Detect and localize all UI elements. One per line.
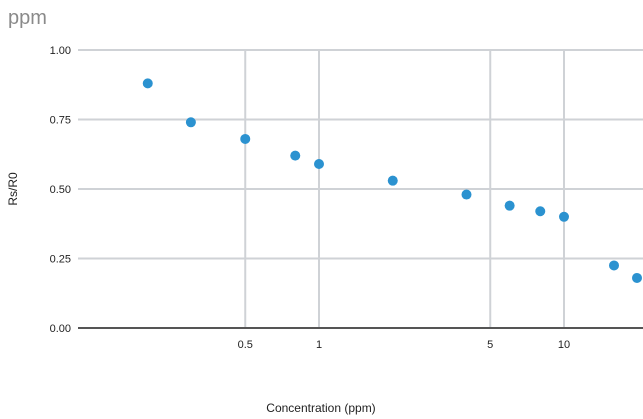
data-points	[142, 78, 642, 283]
data-point	[185, 117, 196, 128]
data-point	[609, 260, 620, 271]
x-tick-label: 5	[487, 339, 493, 351]
x-tick-label: 10	[558, 339, 570, 351]
y-tick-label: 0.25	[50, 254, 71, 266]
data-point	[504, 200, 515, 211]
data-point	[142, 78, 153, 89]
data-point	[314, 158, 324, 169]
grid-lines	[78, 49, 643, 328]
data-point	[535, 206, 546, 217]
y-axis-label: Rs/R0	[6, 172, 20, 206]
data-point	[632, 272, 642, 283]
data-point	[387, 175, 398, 186]
x-tick-label: 1	[316, 339, 322, 351]
y-tick-label: 0.75	[50, 115, 71, 127]
data-point	[461, 189, 472, 200]
data-point	[290, 150, 301, 161]
x-tick-label: 0.5	[238, 339, 253, 351]
y-tick-label: 1.00	[50, 45, 71, 57]
chart-title: ppm	[8, 7, 47, 29]
y-tick-label: 0.00	[50, 323, 71, 335]
y-tick-label: 0.50	[50, 184, 71, 196]
data-point	[559, 211, 569, 222]
x-axis-label: Concentration (ppm)	[266, 401, 375, 415]
tick-labels: 0.00 0.25 0.50 0.75 1.00 0.5 1 5 10	[50, 45, 571, 351]
data-point	[240, 133, 251, 144]
